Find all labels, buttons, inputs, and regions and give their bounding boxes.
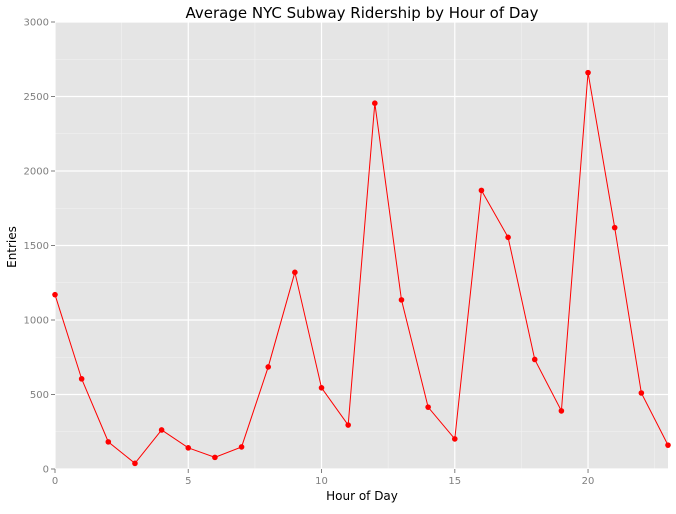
data-point: [52, 291, 58, 298]
data-point: [132, 460, 138, 467]
x-tick-label: 10: [315, 476, 328, 487]
data-point: [212, 454, 218, 461]
chart-title: Average NYC Subway Ridership by Hour of …: [185, 4, 538, 22]
major-gridlines: [54, 21, 668, 470]
y-tick-label: 1500: [24, 241, 49, 252]
data-point: [585, 69, 591, 76]
data-point: [265, 364, 272, 370]
x-tick-label: 5: [185, 476, 191, 487]
data-point: [158, 427, 165, 433]
data-point: [611, 224, 618, 231]
x-tick-label: 15: [448, 476, 461, 487]
y-tick-label: 3000: [24, 18, 49, 29]
x-tick-labels: 0 5 10 15 20: [52, 476, 595, 487]
data-point: [292, 269, 298, 276]
data-point: [638, 390, 645, 396]
data-point: [558, 408, 565, 414]
data-point: [478, 187, 485, 194]
data-point: [185, 445, 192, 451]
data-point: [531, 356, 538, 363]
data-point: [665, 442, 671, 448]
y-tick-label: 2500: [24, 92, 49, 103]
x-axis-title: Hour of Day: [326, 489, 398, 503]
x-tick-label: 20: [582, 476, 595, 487]
data-point: [425, 404, 431, 410]
data-point: [105, 439, 112, 445]
data-point: [318, 384, 325, 391]
data-point: [505, 234, 511, 241]
y-axis-title: Entries: [5, 226, 19, 268]
data-point: [398, 297, 405, 303]
x-tick-label: 0: [52, 476, 58, 487]
data-point: [372, 100, 378, 107]
y-tick-label: 500: [30, 390, 49, 401]
y-tick-label: 2000: [24, 167, 49, 178]
y-tick-labels: 0 500 1000 1500 2000 2500 3000: [24, 18, 49, 476]
data-point: [238, 444, 245, 450]
series-layer: [52, 69, 671, 467]
y-tick-label: 1000: [24, 316, 49, 327]
data-point: [451, 436, 458, 442]
data-point: [345, 422, 351, 428]
y-tick-label: 0: [43, 465, 49, 476]
data-point: [78, 376, 85, 382]
series-line: [54, 72, 669, 465]
axis-ticks: [51, 21, 589, 473]
